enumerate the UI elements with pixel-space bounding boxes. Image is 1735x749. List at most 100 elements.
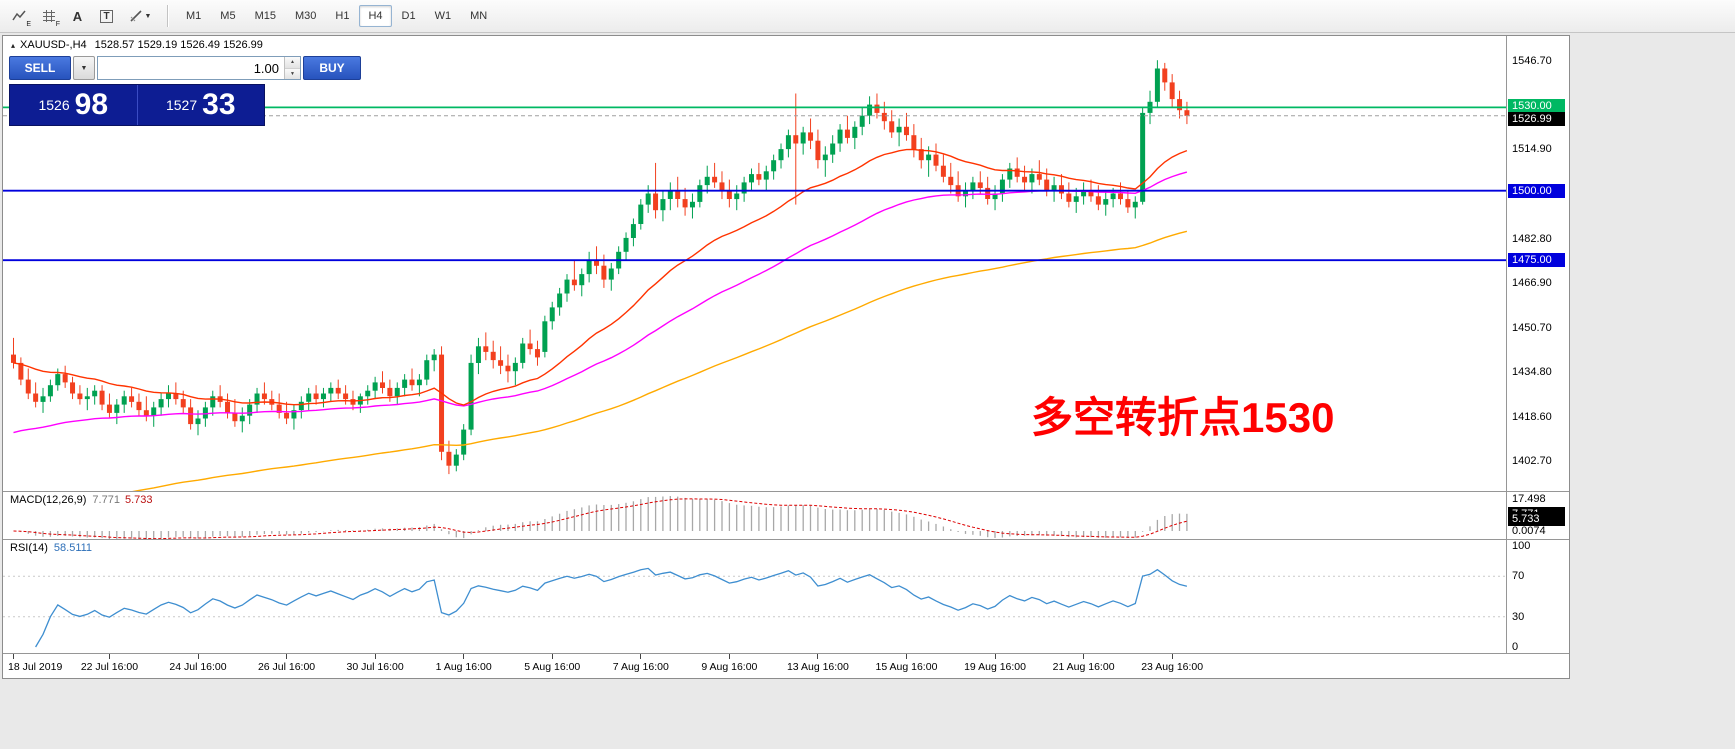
price-tag: 1500.00 [1508, 184, 1565, 198]
toolbar-separator [167, 5, 168, 27]
time-axis-label: 13 Aug 16:00 [786, 661, 849, 673]
time-tick [463, 654, 465, 659]
macd-title: MACD(12,26,9) [10, 494, 87, 506]
volume-stepper: ▲ ▼ [284, 57, 300, 79]
rsi-title: RSI(14) [10, 542, 48, 554]
text-box-button[interactable]: T [93, 4, 120, 29]
price-axis-label: 1450.70 [1512, 322, 1552, 334]
price-axis-label: 17.498 [1512, 493, 1546, 505]
time-tick [728, 654, 730, 659]
buy-button[interactable]: BUY [303, 56, 361, 80]
timeframe-m15[interactable]: M15 [254, 10, 276, 22]
time-axis-label: 5 Aug 16:00 [524, 661, 581, 673]
macd-signal-line [13, 498, 1188, 539]
time-axis-label: 24 Jul 16:00 [169, 661, 227, 673]
timeframe-mn[interactable]: MN [470, 10, 488, 22]
timeframe-m5[interactable]: M5 [220, 10, 236, 22]
axis-border [1506, 36, 1507, 654]
time-tick [994, 654, 996, 659]
timeframe-d1[interactable]: D1 [401, 10, 416, 22]
badge-label: F [55, 20, 60, 28]
volume-input[interactable] [98, 57, 284, 79]
timeframe-w1[interactable]: W1 [434, 10, 452, 22]
time-axis-label: 19 Aug 16:00 [964, 661, 1026, 673]
chart-header: ▴ XAUUSD-,H4 1528.57 1529.19 1526.49 1526.… [11, 39, 263, 51]
price-chart-canvas[interactable] [3, 36, 1506, 491]
volume-increase-button[interactable]: ▲ [285, 57, 300, 69]
time-tick [13, 654, 14, 659]
chevron-down-icon: ▼ [80, 64, 88, 72]
time-axis-label: 15 Aug 16:00 [875, 661, 938, 673]
time-axis-label: 26 Jul 16:00 [257, 661, 316, 673]
timeframe-h1[interactable]: H1 [335, 10, 350, 22]
sell-price-prefix: 1526 [38, 97, 70, 113]
chevron-down-icon: ▼ [144, 12, 152, 20]
symbol-label: XAUUSD-,H4 [20, 39, 87, 51]
pane-separator[interactable] [3, 491, 1569, 492]
price-axis-label: 70 [1512, 570, 1525, 583]
collapse-panel-icon[interactable]: ▴ [11, 41, 16, 50]
time-tick [286, 654, 288, 659]
time-tick [1083, 654, 1085, 659]
order-type-dropdown[interactable]: ▼ [73, 56, 95, 80]
price-axis-label: 1546.70 [1512, 55, 1552, 67]
price-axis-label: 1482.80 [1512, 233, 1552, 245]
time-axis-label: 1 Aug 16:00 [435, 661, 492, 673]
slow-ma-line [132, 230, 1188, 491]
pane-separator[interactable] [3, 539, 1569, 540]
rsi-line [35, 567, 1188, 648]
buy-price-prefix: 1527 [165, 97, 198, 113]
macd-signal-value: 5.733 [124, 494, 153, 506]
buy-price-display[interactable]: 1527 33 [138, 85, 265, 125]
letter-a-icon: A [72, 8, 83, 24]
price-axis-label: 1434.80 [1512, 366, 1552, 378]
timeframe-group: M1 M5 M15 M30 H1 H4 D1 W1 MN [177, 5, 496, 27]
chart-window: ▴ XAUUSD-,H4 1528.57 1529.19 1526.49 1526.… [2, 35, 1570, 679]
time-tick [374, 654, 376, 659]
chart-line-tool-button[interactable]: E [6, 4, 33, 29]
chart-annotation-text: 多空转折点1530 [1031, 394, 1335, 441]
macd-label: MACD(12,26,9) 7.771 5.733 [10, 494, 152, 506]
price-axis-label: 1418.60 [1512, 411, 1552, 423]
macd-main-value: 7.771 [92, 494, 120, 506]
sell-button[interactable]: SELL [9, 56, 71, 80]
candles-layer [11, 60, 1190, 475]
price-axis-label: 30 [1512, 610, 1525, 623]
grid-tool-button[interactable]: F [35, 4, 62, 29]
zigzag-chart-icon [12, 9, 27, 23]
rsi-value: 58.5111 [53, 542, 93, 554]
price-axis-label: 1466.90 [1512, 277, 1552, 289]
rsi-indicator-canvas[interactable] [3, 540, 1506, 653]
text-annotation-button[interactable]: A [64, 4, 91, 29]
macd-indicator-canvas[interactable] [3, 492, 1506, 539]
timeframe-m1[interactable]: M1 [186, 10, 202, 22]
price-axis-label: 0 [1512, 641, 1519, 653]
rsi-label: RSI(14) 58.5111 [10, 542, 92, 554]
pane-separator[interactable] [3, 653, 1569, 654]
toolbar: E F A T ▼ M1 M5 M15 M30 H1 H4 D1 W1 MN [0, 0, 1735, 33]
sell-price-pips: 98 [74, 88, 109, 121]
timeframe-h4[interactable]: H4 [359, 5, 392, 27]
drawing-tools-button[interactable]: ▼ [122, 4, 158, 29]
price-axis[interactable]: 1546.70 1514.90 1482.80 1466.90 1450.70 1434.… [1507, 36, 1569, 677]
time-axis-label: 7 Aug 16:00 [612, 661, 669, 673]
mid-ma-line [13, 171, 1188, 434]
macd-histogram [20, 496, 1188, 539]
timeframe-m30[interactable]: M30 [294, 10, 317, 22]
price-tag: 1526.99 [1508, 112, 1565, 126]
volume-field: ▲ ▼ [97, 56, 301, 80]
volume-decrease-button[interactable]: ▼ [285, 68, 300, 79]
price-axis-label: 100 [1512, 540, 1531, 552]
price-quote-panel: 1526 98 1527 33 [9, 84, 265, 126]
sell-price-display[interactable]: 1526 98 [10, 85, 138, 125]
buy-price-pips: 33 [202, 88, 236, 121]
ohlc-values: 1528.57 1529.19 1526.49 1526.99 [94, 39, 263, 51]
trade-controls-row: SELL ▼ ▲ ▼ BUY [9, 56, 361, 80]
time-tick [197, 654, 199, 659]
price-axis-label: 1402.70 [1512, 455, 1552, 467]
time-axis-label: 21 Aug 16:00 [1052, 661, 1115, 673]
time-axis-label: 18 Jul 2019 [8, 661, 63, 673]
price-tag: 1475.00 [1508, 253, 1565, 267]
price-tag: 1530.00 [1508, 99, 1565, 113]
time-axis[interactable]: 18 Jul 2019 22 Jul 16:00 24 Jul 16:00 26 Ju… [3, 654, 1569, 677]
